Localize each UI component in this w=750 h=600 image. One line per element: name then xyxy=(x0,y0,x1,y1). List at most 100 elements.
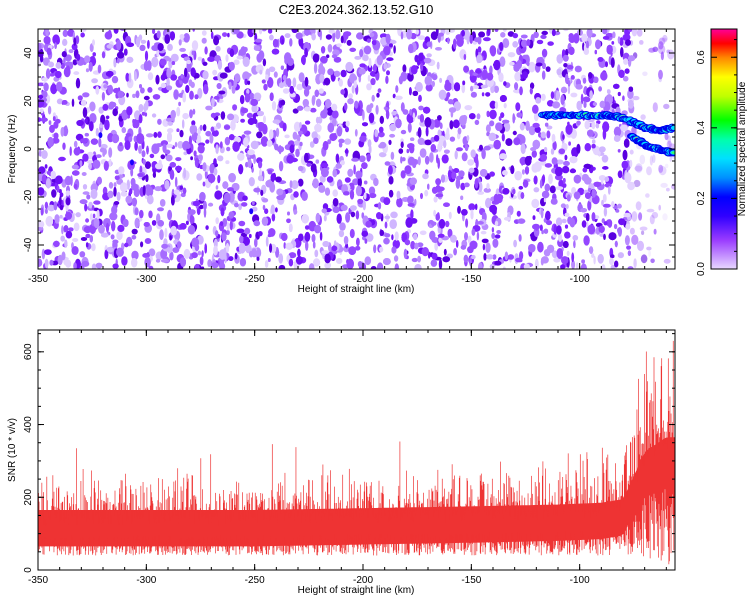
spectrogram-noise-cell xyxy=(355,210,360,220)
spectrogram-noise-cell xyxy=(414,264,422,269)
spectrogram-noise-cell xyxy=(646,208,655,213)
spectrogram-noise-cell xyxy=(211,101,215,107)
spectrogram-noise-cell xyxy=(532,122,540,128)
spectrogram-noise-cell xyxy=(438,258,443,269)
spectrogram-noise-cell xyxy=(89,43,94,53)
spectrogram-noise-cell xyxy=(370,78,376,86)
spectrogram-noise-cell xyxy=(144,50,149,62)
spectrogram-noise-cell xyxy=(340,35,344,44)
spectrogram-noise-cell xyxy=(620,124,628,132)
spectrogram-noise-cell xyxy=(105,115,110,120)
spectrogram-noise-cell xyxy=(99,147,106,153)
spectrogram-noise-cell xyxy=(116,247,124,257)
spectrogram-noise-cell xyxy=(56,98,64,105)
spectrogram-noise-cell xyxy=(328,29,335,34)
spectrogram-noise-cell xyxy=(602,166,609,170)
spectrogram-noise-cell xyxy=(528,61,536,73)
spectrogram-noise-cell xyxy=(332,206,340,213)
spectrogram-noise-cell xyxy=(91,205,95,211)
spectrogram-noise-cell xyxy=(109,212,118,221)
spectrogram-noise-cell xyxy=(39,148,42,157)
spectrogram-noise-cell xyxy=(116,58,120,64)
spectrogram-noise-cell xyxy=(383,46,391,55)
spectrogram-noise-cell xyxy=(304,152,309,163)
spectrogram-noise-cell xyxy=(317,29,322,37)
spectrogram-noise-cell xyxy=(82,92,90,98)
spectrogram-noise-cell xyxy=(491,207,497,215)
spectrogram-noise-cell xyxy=(335,153,340,163)
spectrogram-noise-cell xyxy=(151,220,157,226)
spectrogram-noise-cell xyxy=(386,70,390,76)
spectrogram-noise-cell xyxy=(185,84,190,94)
spectrogram-noise-cell xyxy=(108,147,113,158)
spectrogram-noise-cell xyxy=(477,36,482,45)
spectrogram-noise-cell xyxy=(541,229,544,235)
spectrogram-noise-cell xyxy=(95,85,100,95)
spectrogram-noise-cell xyxy=(376,212,382,220)
spectrogram-noise-cell xyxy=(437,115,442,121)
spectrogram-noise-cell xyxy=(339,222,346,231)
spectrogram-noise-cell xyxy=(80,32,85,38)
spectrogram-noise-cell xyxy=(646,246,652,251)
spectrogram-noise-cell xyxy=(209,163,215,174)
spectrogram-noise-cell xyxy=(112,263,119,269)
spectrogram-noise-cell xyxy=(533,31,539,38)
spectrogram-noise-cell xyxy=(213,95,220,100)
spectrogram-noise-cell xyxy=(301,214,310,224)
spectrogram-noise-cell xyxy=(581,33,588,42)
spectrogram-noise-cell xyxy=(251,201,255,206)
snr-x-tick-label: -350 xyxy=(28,575,48,586)
spectrogram-noise-cell xyxy=(68,49,74,54)
spectrogram-noise-cell xyxy=(44,249,52,256)
spectrogram-noise-cell xyxy=(356,32,364,40)
spectrogram-noise-cell xyxy=(338,142,343,148)
spectrogram-noise-cell xyxy=(491,232,496,239)
spectrogram-noise-cell xyxy=(219,221,224,227)
spectrogram-noise-cell xyxy=(455,178,461,189)
spectrogram-noise-cell xyxy=(53,121,59,129)
spectrogram-noise-cell xyxy=(631,126,637,136)
spectrogram-noise-cell xyxy=(234,252,238,260)
spectrogram-noise-cell xyxy=(376,55,383,66)
spectrogram-noise-cell xyxy=(253,92,262,101)
spectrogram-noise-cell xyxy=(84,55,91,63)
spectrogram-noise-cell xyxy=(493,85,499,94)
spectrogram-noise-cell xyxy=(448,107,457,113)
spectrogram-noise-cell xyxy=(358,68,366,75)
spectrogram-noise-cell xyxy=(540,131,546,139)
spectrogram-x-label: Height of straight line (km) xyxy=(298,284,415,295)
spectrogram-noise-cell xyxy=(264,260,269,268)
spectrogram-noise-cell xyxy=(143,60,149,71)
spectrogram-noise-cell xyxy=(595,123,600,129)
spectrogram-noise-cell xyxy=(627,181,635,191)
spectrogram-noise-cell xyxy=(205,225,209,231)
spectrogram-noise-cell xyxy=(544,163,553,168)
spectrogram-noise-cell xyxy=(509,61,515,66)
spectrogram-noise-cell xyxy=(47,204,56,212)
spectrogram-noise-cell xyxy=(275,176,282,183)
spectrogram-noise-cell xyxy=(584,143,592,152)
spectrogram-noise-cell xyxy=(344,177,351,183)
spectrogram-noise-cell xyxy=(228,61,235,71)
spectrogram-signal-cell xyxy=(670,125,675,131)
spectrogram-noise-cell xyxy=(110,234,115,240)
spectrogram-noise-cell xyxy=(563,161,570,166)
spectrogram-noise-cell xyxy=(541,62,546,70)
spectrogram-noise-cell xyxy=(238,203,243,211)
spectrogram-signal-layer xyxy=(538,110,675,157)
spectrogram-noise-cell xyxy=(148,210,153,219)
spectrogram-noise-cell xyxy=(638,212,643,221)
spectrogram-noise-cell xyxy=(291,29,298,33)
spectrogram-noise-cell xyxy=(138,104,144,113)
spectrogram-noise-cell xyxy=(167,131,172,143)
spectrogram-noise-cell xyxy=(160,248,168,260)
spectrogram-noise-cell xyxy=(390,151,395,160)
spectrogram-noise-cell xyxy=(93,217,100,229)
spectrogram-noise-cell xyxy=(389,219,397,230)
spectrogram-noise-cell xyxy=(315,159,320,164)
spectrogram-noise-cell xyxy=(355,170,363,179)
spectrogram-noise-cell xyxy=(648,250,651,257)
spectrogram-noise-cell xyxy=(414,242,419,250)
spectrogram-noise-cell xyxy=(213,168,218,176)
